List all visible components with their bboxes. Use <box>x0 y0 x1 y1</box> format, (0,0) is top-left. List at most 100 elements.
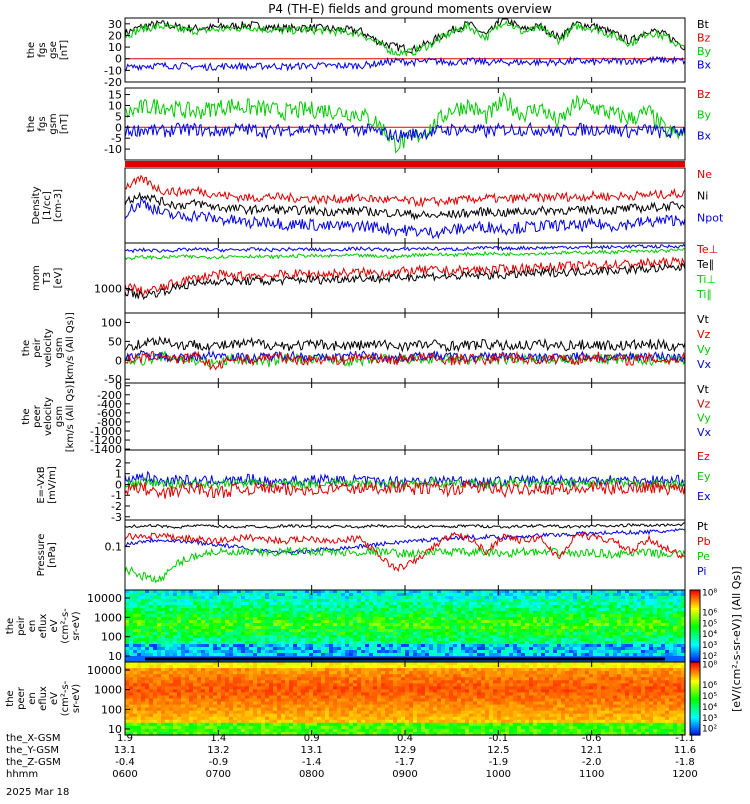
spectrogram-cell <box>285 692 290 696</box>
y-axis-label: velocity <box>43 328 54 367</box>
spectrogram-cell <box>197 708 202 712</box>
spectrogram-cell <box>241 708 246 712</box>
spectrogram-cell <box>265 729 270 733</box>
spectrogram-cell <box>241 677 246 681</box>
spectrogram-cell <box>229 686 234 690</box>
spectrogram-cell <box>321 671 326 675</box>
spectrogram-cell <box>249 702 254 706</box>
spectrogram-cell <box>249 692 254 696</box>
spectrogram-cell <box>237 708 242 712</box>
spectrogram-cell <box>273 708 278 712</box>
y-axis-label: the <box>26 116 37 132</box>
spectrogram-cell <box>301 708 306 712</box>
spectrogram-cell <box>329 686 334 690</box>
spectrogram-cell <box>281 708 286 712</box>
spectrogram-cell <box>185 708 190 712</box>
y-tick-label: 1000 <box>94 283 122 296</box>
spectrogram-cell <box>285 714 290 718</box>
spectrogram-cell <box>313 723 318 727</box>
spectrogram-cell <box>217 723 222 727</box>
spectrogram-cell <box>209 702 214 706</box>
spectrogram-cell <box>237 665 242 669</box>
y-axis-label: velocity <box>43 397 54 436</box>
spectrogram-cell <box>181 723 186 727</box>
spectrogram-cell <box>289 677 294 681</box>
spectrogram-cell <box>293 686 298 690</box>
spectrogram-cell <box>209 686 214 690</box>
spectrogram-cell <box>341 692 346 696</box>
spectrogram-cell <box>169 702 174 706</box>
spectrogram-cell <box>177 714 182 718</box>
spectrogram-cell <box>221 671 226 675</box>
spectrogram-cell <box>257 692 262 696</box>
spectrogram-cell <box>197 702 202 706</box>
spectrogram-cell <box>281 702 286 706</box>
spectrogram-cell <box>249 723 254 727</box>
y-tick-label: 0 <box>115 354 122 367</box>
spectrogram-cell <box>257 665 262 669</box>
spectrogram-cell <box>189 692 194 696</box>
spectrogram-cell <box>129 723 134 727</box>
spectrogram-cell <box>257 714 262 718</box>
spectrogram-cell <box>245 729 250 733</box>
spectrogram-cell <box>193 665 198 669</box>
spectrogram-cell <box>281 723 286 727</box>
spectrogram-cell <box>289 708 294 712</box>
spectrogram-cell <box>253 692 258 696</box>
spectrogram-cell <box>165 729 170 733</box>
spectrogram-cell <box>133 665 138 669</box>
series-line-by <box>125 93 685 152</box>
y-tick-label: 100 <box>101 316 122 329</box>
spectrogram-cell <box>265 686 270 690</box>
spectrogram-cell <box>325 665 330 669</box>
spectrogram-cell <box>213 677 218 681</box>
spectrogram-cell <box>177 702 182 706</box>
spectrogram-cell <box>213 729 218 733</box>
spectrogram-cell <box>249 708 254 712</box>
legend-entry: Ex <box>697 490 711 503</box>
spectrogram-cell <box>249 677 254 681</box>
spectrogram-cell <box>145 677 150 681</box>
spectrogram-cell <box>277 714 282 718</box>
spectrogram-cell <box>241 702 246 706</box>
spectrogram-cell <box>241 723 246 727</box>
spectrogram-cell <box>273 665 278 669</box>
spectrogram-cell <box>301 729 306 733</box>
spectrogram-cell <box>333 692 338 696</box>
spectrogram-cell <box>325 677 330 681</box>
spectrogram-cell <box>313 671 318 675</box>
spectrogram-cell <box>305 708 310 712</box>
spectrogram-cell <box>129 692 134 696</box>
spectrogram-cell <box>221 677 226 681</box>
spectrogram-cell <box>229 708 234 712</box>
spectrogram-cell <box>137 671 142 675</box>
spectrogram-cell <box>209 714 214 718</box>
y-axis-label: peer <box>32 404 43 428</box>
spectrogram-cell <box>181 665 186 669</box>
spectrogram-cell <box>313 714 318 718</box>
spectrogram-cell <box>217 702 222 706</box>
spectrogram-cell <box>237 729 242 733</box>
spectrogram-cell <box>285 723 290 727</box>
spectrogram-cell <box>165 665 170 669</box>
spectrogram-cell <box>313 729 318 733</box>
spectrogram-cell <box>277 729 282 733</box>
spectrogram-cell <box>265 723 270 727</box>
legend-entry: Pt <box>697 520 709 533</box>
spectrogram-cell <box>201 677 206 681</box>
spectrogram-cell <box>305 692 310 696</box>
spectrogram-cell <box>137 677 142 681</box>
spectrogram-cell <box>261 677 266 681</box>
spectrogram-cell <box>321 702 326 706</box>
y-axis-label: [1/cc] <box>42 191 53 220</box>
spectrogram-cell <box>341 708 346 712</box>
spectrogram-cell <box>281 692 286 696</box>
spectrogram-cell <box>157 677 162 681</box>
spectrogram-cell <box>225 686 230 690</box>
spectrogram-cell <box>149 677 154 681</box>
spectrogram-cell <box>149 686 154 690</box>
spectrogram-cell <box>313 665 318 669</box>
y-axis-label: the <box>5 618 16 634</box>
spectrogram-cell <box>145 686 150 690</box>
spectrogram-cell <box>209 692 214 696</box>
